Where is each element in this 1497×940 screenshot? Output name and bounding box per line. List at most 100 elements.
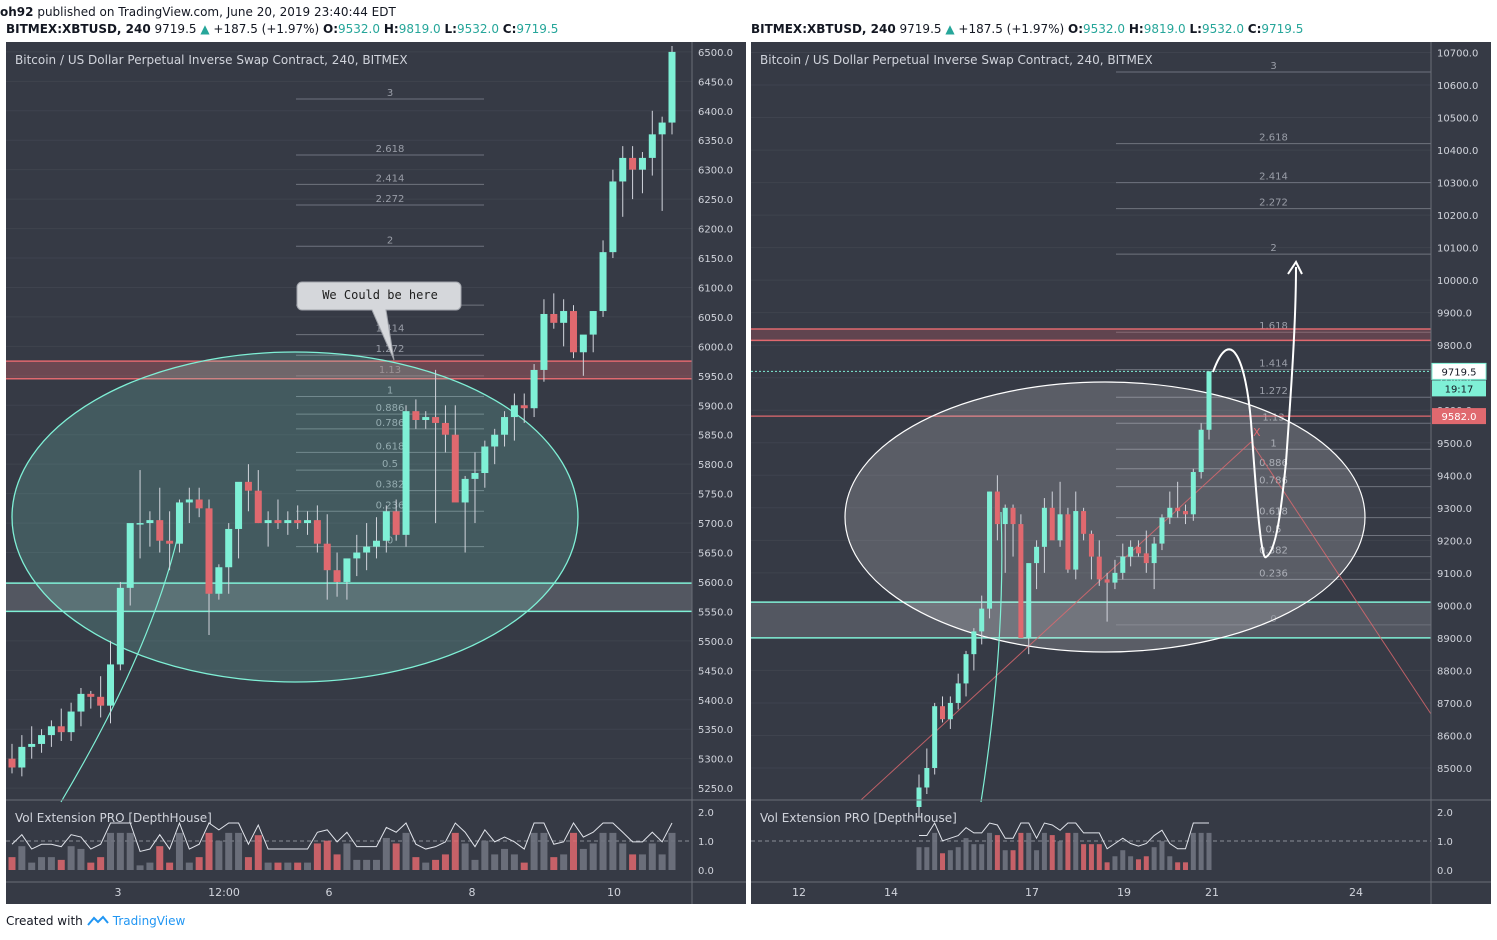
volume-bar xyxy=(195,857,203,870)
candle-up xyxy=(491,434,499,447)
volume-bar xyxy=(491,854,499,870)
volume-bar xyxy=(638,854,646,870)
l-y-tick-label: 6450.0 xyxy=(698,77,733,88)
l-y-tick-label: 5800.0 xyxy=(698,460,733,471)
candle-up xyxy=(589,311,597,335)
r-x-tick-label: 24 xyxy=(1349,886,1363,899)
left-chart-title: Bitcoin / US Dollar Perpetual Inverse Sw… xyxy=(15,53,408,67)
r-fib-label: 2.272 xyxy=(1259,198,1288,209)
left-chart[interactable]: 32.6182.4142.27221.6181.4141.2721.1310.8… xyxy=(6,42,746,904)
volume-bar xyxy=(569,832,577,870)
l-y-tick-label: 5650.0 xyxy=(698,549,733,560)
r-y-tick-label: 10300.0 xyxy=(1437,179,1478,190)
candle-up xyxy=(372,540,380,547)
l-vol-tick-label: 1.0 xyxy=(698,837,714,848)
publish-line: oh92 published on TradingView.com, June … xyxy=(0,5,396,19)
volume-bar xyxy=(8,857,16,870)
volume-bar xyxy=(451,832,459,870)
callout-bubble[interactable]: We Could be here xyxy=(296,281,462,361)
volume-bar xyxy=(1135,859,1141,870)
l-fib-label: 2 xyxy=(387,235,393,246)
right-red-price-tag: 9582.0 xyxy=(1432,408,1486,425)
volume-bar xyxy=(28,862,36,870)
volume-bar xyxy=(1128,856,1134,870)
volume-bar xyxy=(343,843,351,870)
l-fib-label: 0.786 xyxy=(376,418,405,429)
candle-up xyxy=(963,654,969,684)
candle-down xyxy=(323,543,331,571)
volume-bar xyxy=(668,832,676,870)
candle-down xyxy=(274,520,282,524)
footer-brand[interactable]: TradingView xyxy=(112,914,186,928)
candle-up xyxy=(422,417,430,420)
left-curve-line[interactable] xyxy=(60,521,182,803)
r-vol-tick-label: 1.0 xyxy=(1437,837,1453,848)
volume-bar xyxy=(412,857,420,870)
left-zone-ellipse[interactable] xyxy=(11,351,579,683)
volume-bar xyxy=(107,832,115,870)
candle-down xyxy=(1104,579,1110,583)
right-high: 9819.0 xyxy=(1143,22,1186,36)
volume-bar xyxy=(294,862,302,870)
l-fib-label: 1.13 xyxy=(379,365,401,376)
r-x-tick-label: 14 xyxy=(884,886,898,899)
l-y-tick-label: 5950.0 xyxy=(698,372,733,383)
candle-down xyxy=(205,508,213,594)
candle-up xyxy=(264,520,272,524)
r-y-tick-label: 10400.0 xyxy=(1437,146,1478,157)
volume-bar xyxy=(156,846,164,870)
candle-down xyxy=(1010,507,1016,525)
r-y-tick-label: 9800.0 xyxy=(1437,341,1472,352)
candle-down xyxy=(1081,511,1087,534)
candle-down xyxy=(1049,507,1055,541)
volume-bar xyxy=(589,843,597,870)
r-y-tick-label: 9200.0 xyxy=(1437,536,1472,547)
volume-bar xyxy=(1112,856,1118,870)
candle-up xyxy=(1128,546,1134,557)
footer-created: Created with xyxy=(6,914,83,928)
candle-up xyxy=(107,664,115,706)
volume-bar xyxy=(510,854,518,870)
candle-down xyxy=(412,411,420,420)
candle-down xyxy=(294,520,302,524)
candle-up xyxy=(1057,514,1063,541)
right-trend-line[interactable] xyxy=(860,441,1252,801)
right-chart[interactable]: 3 2.618 2.414 2.272 2 1.618 1.414 1.272 1.13 1 0.8… xyxy=(751,42,1491,904)
l-y-tick-label: 5700.0 xyxy=(698,519,733,530)
volume-bar xyxy=(432,859,440,870)
right-time-axis[interactable]: 12 14 17 19 21 24 xyxy=(792,886,1363,899)
r-y-tick-label: 10700.0 xyxy=(1437,49,1478,60)
publisher-name[interactable]: oh92 xyxy=(0,5,34,19)
r-y-tick-label: 10200.0 xyxy=(1437,211,1478,222)
volume-bar xyxy=(1190,832,1196,870)
volume-bar xyxy=(215,840,223,870)
volume-bar xyxy=(67,846,75,870)
candle-down xyxy=(166,540,174,544)
l-fib-label: 1.414 xyxy=(376,324,405,335)
candle-up xyxy=(658,122,666,135)
volume-bar xyxy=(481,840,489,870)
volume-bar xyxy=(1143,856,1149,870)
candle-up xyxy=(225,528,233,568)
volume-bar xyxy=(924,847,930,870)
right-zone-ellipse[interactable] xyxy=(844,381,1366,653)
candle-up xyxy=(609,181,617,253)
left-price-axis[interactable]: 6500.0 6450.0 6400.0 6350.0 6300.0 6250.0 6200… xyxy=(698,48,733,795)
candle-up xyxy=(1159,517,1165,544)
right-projection-path[interactable] xyxy=(1212,266,1297,559)
candle-down xyxy=(520,405,528,409)
left-change: +187.5 (+1.97%) xyxy=(213,22,320,36)
volume-bar xyxy=(38,857,46,870)
candle-down xyxy=(550,313,558,323)
right-support-zone xyxy=(751,602,1431,638)
candle-up xyxy=(540,313,548,370)
volume-bar xyxy=(1175,862,1181,870)
candle-up xyxy=(1112,572,1118,583)
left-open: 9532.0 xyxy=(338,22,381,36)
candle-up xyxy=(971,631,977,655)
candle-down xyxy=(1182,511,1188,515)
right-down-line[interactable] xyxy=(1250,441,1432,715)
candle-down xyxy=(1088,533,1094,557)
right-curve-line[interactable] xyxy=(980,511,1003,803)
left-time-axis[interactable]: 3 12:00 6 8 10 xyxy=(115,886,622,899)
